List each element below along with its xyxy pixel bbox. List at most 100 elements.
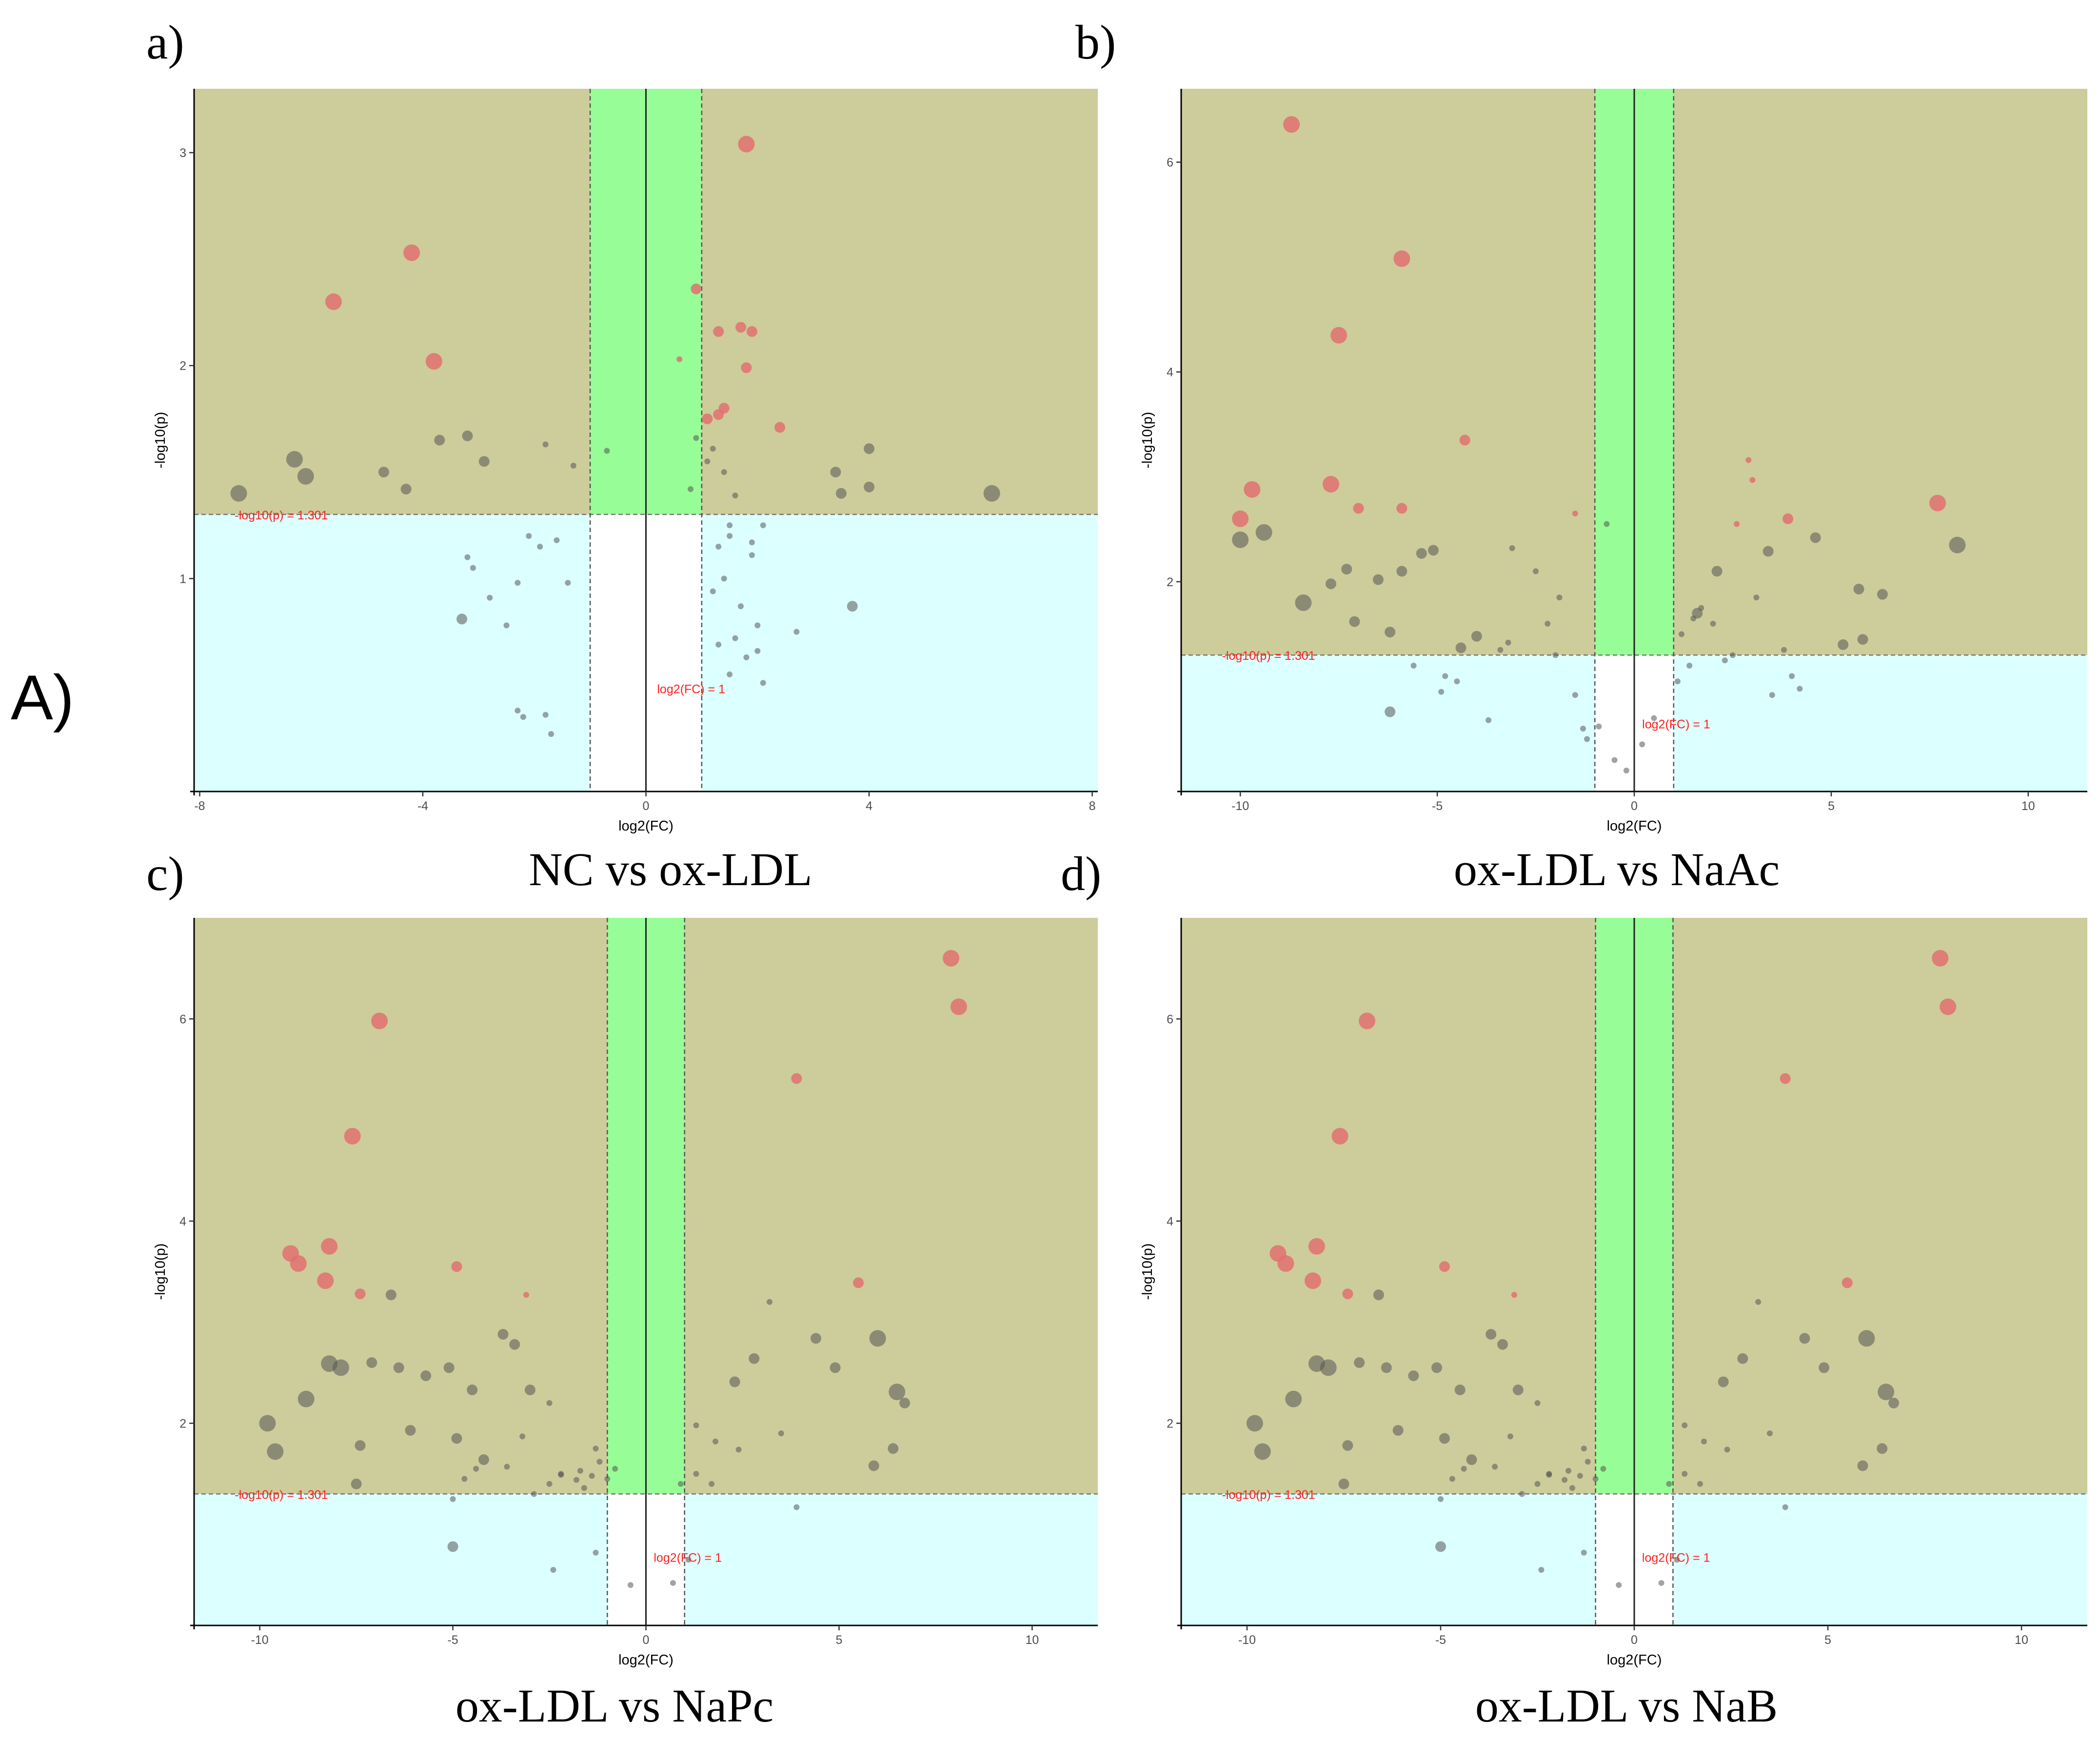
x-tick-label: 4 bbox=[866, 799, 872, 813]
data-point bbox=[230, 485, 247, 502]
data-point bbox=[297, 1390, 315, 1407]
data-point bbox=[1435, 1541, 1446, 1552]
data-point bbox=[1492, 1464, 1498, 1470]
data-point bbox=[1497, 647, 1504, 653]
data-point bbox=[710, 588, 716, 594]
significant-point bbox=[523, 1292, 530, 1298]
significant-point bbox=[1572, 511, 1578, 517]
data-point bbox=[1674, 1557, 1680, 1563]
data-point bbox=[1737, 1353, 1748, 1364]
data-point bbox=[573, 1477, 579, 1483]
data-point bbox=[524, 1385, 535, 1396]
y-tick-label: 2 bbox=[179, 1417, 186, 1430]
data-point bbox=[565, 580, 571, 586]
data-point bbox=[732, 635, 738, 641]
data-point bbox=[1372, 574, 1384, 585]
y-tick-label: 2 bbox=[1167, 575, 1173, 589]
data-point bbox=[670, 1580, 676, 1586]
significant-point bbox=[1308, 1238, 1325, 1255]
significant-point bbox=[1330, 327, 1347, 344]
data-point bbox=[727, 522, 733, 529]
data-point bbox=[1949, 536, 1966, 554]
data-point bbox=[1538, 1566, 1545, 1573]
data-point bbox=[693, 1422, 699, 1428]
data-point bbox=[1509, 545, 1515, 552]
data-point bbox=[1486, 717, 1492, 723]
data-point bbox=[709, 1481, 715, 1487]
data-point bbox=[1666, 1481, 1672, 1487]
y-axis-title: -log10(p) bbox=[153, 1243, 168, 1300]
data-point bbox=[1408, 1370, 1419, 1382]
data-point bbox=[464, 554, 471, 560]
data-point bbox=[749, 552, 755, 558]
data-point bbox=[1789, 673, 1795, 679]
significant-point bbox=[791, 1073, 802, 1084]
x-tick-label: -5 bbox=[1432, 799, 1443, 813]
y-axis-title: -log10(p) bbox=[153, 412, 168, 468]
significant-point bbox=[325, 293, 342, 310]
data-point bbox=[1471, 631, 1482, 642]
panel-caption: ox-LDL vs NaB bbox=[1475, 1680, 1778, 1732]
data-point bbox=[546, 1400, 553, 1406]
data-point bbox=[1455, 642, 1466, 653]
significant-point bbox=[1439, 1261, 1450, 1272]
significant-point bbox=[355, 1288, 366, 1300]
significant-point bbox=[713, 409, 724, 420]
panel-caption: ox-LDL vs NaPc bbox=[456, 1680, 773, 1732]
y-tick-label: 6 bbox=[179, 1012, 186, 1026]
y-tick-label: 6 bbox=[1167, 1012, 1173, 1026]
data-point bbox=[1410, 662, 1417, 669]
data-point bbox=[420, 1370, 432, 1382]
data-point bbox=[1255, 524, 1272, 541]
data-point bbox=[760, 680, 766, 686]
significant-point bbox=[1244, 481, 1261, 498]
data-point bbox=[749, 539, 755, 546]
significant-point bbox=[1396, 503, 1407, 514]
y-tick-label: 3 bbox=[179, 146, 186, 160]
data-point bbox=[737, 603, 744, 610]
data-point bbox=[1611, 757, 1618, 763]
data-point bbox=[721, 575, 727, 582]
x-tick-label: 0 bbox=[643, 799, 650, 813]
fc-threshold-label: log2(FC) = 1 bbox=[1642, 717, 1710, 731]
data-point bbox=[537, 543, 543, 550]
data-point bbox=[735, 1446, 742, 1453]
significant-point bbox=[1511, 1292, 1517, 1298]
p-threshold-label: -log10(p) = 1.301 bbox=[235, 509, 328, 522]
data-point bbox=[1584, 736, 1590, 742]
data-point bbox=[1711, 566, 1723, 577]
data-point bbox=[581, 1485, 587, 1491]
data-point bbox=[1581, 1445, 1587, 1452]
data-point bbox=[1342, 1440, 1353, 1451]
data-point bbox=[1320, 1359, 1337, 1376]
data-point bbox=[332, 1359, 349, 1376]
data-point bbox=[1505, 639, 1511, 646]
x-tick-label: 10 bbox=[2015, 1633, 2028, 1647]
significant-point bbox=[1232, 510, 1249, 527]
significant-point bbox=[344, 1128, 361, 1145]
significant-point bbox=[403, 244, 420, 261]
significant-point bbox=[1929, 495, 1946, 512]
data-point bbox=[1580, 725, 1586, 732]
data-point bbox=[487, 594, 493, 601]
data-point bbox=[1596, 723, 1602, 730]
y-tick-label: 4 bbox=[1167, 1215, 1173, 1228]
data-point bbox=[1585, 1459, 1591, 1465]
fc-threshold-label: log2(FC) = 1 bbox=[1642, 1551, 1710, 1564]
x-tick-label: 10 bbox=[2021, 799, 2035, 813]
data-point bbox=[1766, 1430, 1773, 1437]
data-point bbox=[526, 533, 532, 539]
significant-point bbox=[1932, 950, 1949, 967]
data-point bbox=[577, 1467, 583, 1474]
significant-point bbox=[1783, 513, 1794, 524]
significant-point bbox=[853, 1277, 864, 1288]
data-point bbox=[1512, 1385, 1524, 1396]
y-tick-label: 2 bbox=[179, 359, 186, 373]
data-point bbox=[688, 486, 694, 492]
data-point bbox=[693, 1471, 699, 1477]
data-point bbox=[754, 648, 761, 654]
data-point bbox=[1533, 568, 1539, 574]
data-point bbox=[1565, 1467, 1572, 1474]
data-point bbox=[1545, 620, 1551, 627]
p-threshold-label: -log10(p) = 1.301 bbox=[1222, 1488, 1315, 1502]
